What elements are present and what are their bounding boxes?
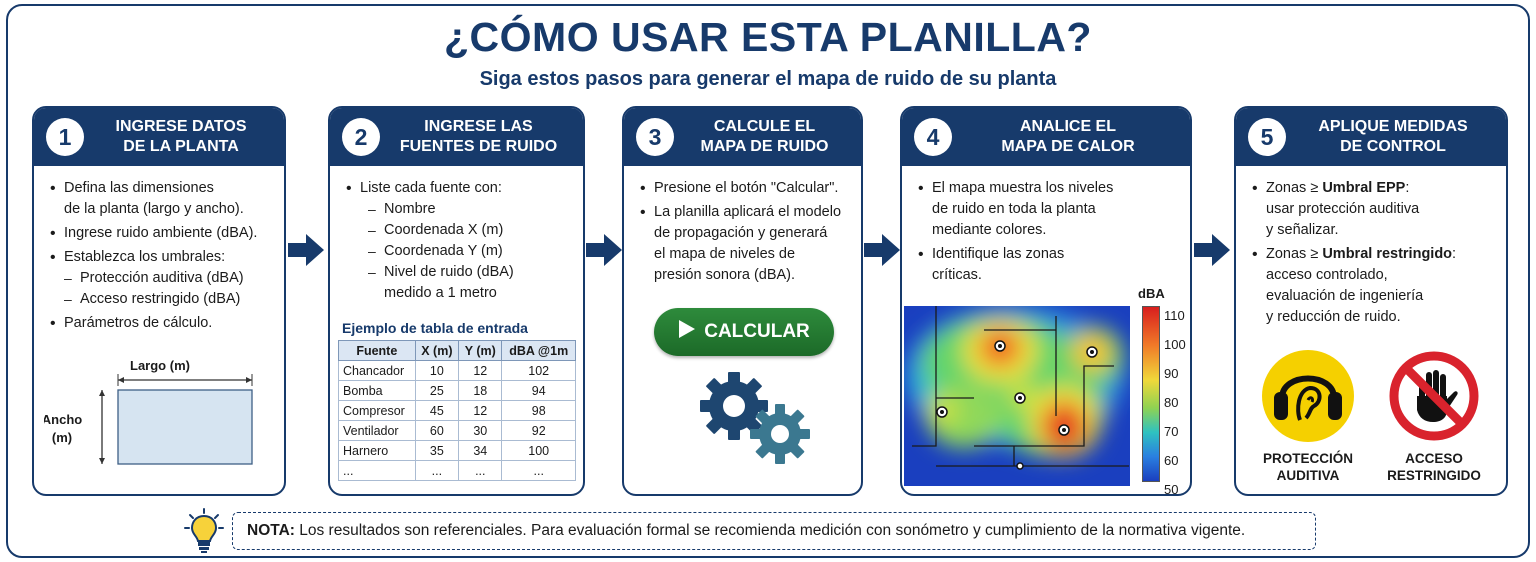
step-number: 4 bbox=[914, 118, 952, 156]
step-5-content: Zonas ≥ Umbral EPP: usar protección audi… bbox=[1250, 178, 1506, 331]
table-header: Fuente bbox=[338, 340, 416, 361]
colorbar-tick: 70 bbox=[1164, 424, 1179, 439]
arrow-right-icon bbox=[864, 234, 900, 266]
table-row: ............ bbox=[338, 460, 576, 481]
note-box: NOTA: Los resultados son referenciales. … bbox=[232, 512, 1316, 550]
hearing-protection-icon bbox=[1262, 350, 1354, 442]
arrow-right-icon bbox=[1194, 234, 1230, 266]
restricted-access-label: ACCESO RESTRINGIDO bbox=[1387, 451, 1481, 483]
bullet: Ingrese ruido ambiente (dBA). bbox=[48, 223, 282, 244]
step-number: 3 bbox=[636, 118, 674, 156]
colorbar-tick: 90 bbox=[1164, 366, 1179, 381]
plant-area-rect bbox=[117, 389, 253, 465]
colorbar-tick: 110 bbox=[1164, 308, 1185, 323]
sub-bullet: Acceso restringido (dBA) bbox=[64, 289, 282, 310]
step-5-header: 5 APLIQUE MEDIDAS DE CONTROL bbox=[1236, 108, 1506, 166]
restricted-access-icon bbox=[1388, 350, 1480, 442]
colorbar-tick: 100 bbox=[1164, 337, 1186, 352]
plant-dimension-diagram: Largo (m) Ancho (m) bbox=[44, 358, 253, 465]
table-header: Y (m) bbox=[458, 340, 503, 361]
sub-bullet: Nivel de ruido (dBA)medido a 1 metro bbox=[368, 262, 582, 304]
calculate-button[interactable]: CALCULAR bbox=[654, 308, 834, 356]
lightbulb-icon bbox=[184, 508, 224, 553]
step-number: 1 bbox=[46, 118, 84, 156]
colorbar-unit: dBA bbox=[1138, 286, 1165, 301]
infographic-frame bbox=[6, 4, 1530, 558]
play-icon bbox=[679, 320, 696, 338]
bullet: Liste cada fuente con: Nombre Coordenada… bbox=[344, 178, 582, 304]
table-row: Harnero 35 34 100 bbox=[338, 440, 576, 461]
ancho-unit: (m) bbox=[52, 430, 72, 445]
table-row: Bomba 25 18 94 bbox=[338, 380, 576, 401]
bullet: Zonas ≥ Umbral EPP: usar protección audi… bbox=[1250, 178, 1506, 241]
note-label: NOTA: bbox=[247, 522, 295, 539]
colorbar-ticks: 110 100 90 80 70 60 50 bbox=[1164, 301, 1186, 496]
step-title: CALCULE EL MAPA DE RUIDO bbox=[700, 118, 829, 155]
step-4-content: El mapa muestra los niveles de ruido en … bbox=[916, 178, 1146, 289]
colorbar-tick: 50 bbox=[1164, 482, 1179, 496]
sub-bullet: Protección auditiva (dBA) bbox=[64, 268, 282, 289]
table-row: Ventilador 60 30 92 bbox=[338, 420, 576, 441]
bullet: El mapa muestra los niveles de ruido en … bbox=[916, 178, 1146, 241]
sub-bullet: Nombre bbox=[368, 199, 582, 220]
step-number: 5 bbox=[1248, 118, 1286, 156]
table-header: X (m) bbox=[414, 340, 460, 361]
ancho-label: Ancho bbox=[44, 412, 82, 427]
step-5-card: 5 APLIQUE MEDIDAS DE CONTROL Zonas ≥ Umb… bbox=[1234, 106, 1508, 496]
bullet: Establezca los umbrales: Protección audi… bbox=[48, 247, 282, 310]
step-title: APLIQUE MEDIDAS DE CONTROL bbox=[1318, 118, 1468, 155]
colorbar-tick: 60 bbox=[1164, 453, 1179, 468]
bullet: Zonas ≥ Umbral restringido: acceso contr… bbox=[1250, 244, 1506, 328]
step-1-card: 1 INGRESE DATOS DE LA PLANTA Defina las … bbox=[32, 106, 286, 496]
bullet: Presione el botón "Calcular". bbox=[638, 178, 861, 199]
example-table-title: Ejemplo de tabla de entrada bbox=[342, 320, 528, 336]
note-text: Los resultados son referenciales. Para e… bbox=[294, 522, 1246, 539]
noise-heatmap bbox=[904, 306, 1130, 486]
table-row: Chancador 10 12 102 bbox=[338, 360, 576, 381]
step-3-header: 3 CALCULE EL MAPA DE RUIDO bbox=[624, 108, 861, 166]
step-3-content: Presione el botón "Calcular". La planill… bbox=[638, 178, 861, 289]
step-title: INGRESE LAS FUENTES DE RUIDO bbox=[399, 118, 558, 155]
largo-label: Largo (m) bbox=[130, 358, 190, 373]
page-subtitle: Siga estos pasos para generar el mapa de… bbox=[479, 68, 1057, 90]
bullet: Parámetros de cálculo. bbox=[48, 313, 282, 334]
step-2-card: 2 INGRESE LAS FUENTES DE RUIDO Liste cad… bbox=[328, 106, 585, 496]
example-input-table: Fuente X (m) Y (m) dBA @1m Chancador 10 12… bbox=[338, 340, 576, 481]
step-4-header: 4 ANALICE EL MAPA DE CALOR bbox=[902, 108, 1190, 166]
step-1-header: 1 INGRESE DATOS DE LA PLANTA bbox=[34, 108, 284, 166]
step-title: ANALICE EL MAPA DE CALOR bbox=[1001, 118, 1135, 155]
table-header: dBA @1m bbox=[501, 340, 576, 361]
step-4-card: 4 ANALICE EL MAPA DE CALOR El mapa muest… bbox=[900, 106, 1192, 496]
arrow-right-icon bbox=[288, 234, 324, 266]
bullet: Identifique las zonas críticas. bbox=[916, 244, 1146, 286]
sub-bullet: Coordenada Y (m) bbox=[368, 241, 582, 262]
page-title: ¿CÓMO USAR ESTA PLANILLA? bbox=[444, 14, 1092, 60]
step-number: 2 bbox=[342, 118, 380, 156]
colorbar-tick: 80 bbox=[1164, 395, 1179, 410]
colorbar bbox=[1142, 306, 1160, 482]
table-row: Compresor 45 12 98 bbox=[338, 400, 576, 421]
step-title: INGRESE DATOS DE LA PLANTA bbox=[115, 118, 247, 155]
step-2-header: 2 INGRESE LAS FUENTES DE RUIDO bbox=[330, 108, 583, 166]
step-3-card: 3 CALCULE EL MAPA DE RUIDO Presione el b… bbox=[622, 106, 863, 496]
step-2-content: Liste cada fuente con: Nombre Coordenada… bbox=[344, 178, 582, 307]
sub-bullet: Coordenada X (m) bbox=[368, 220, 582, 241]
gears-icon bbox=[700, 372, 810, 464]
bullet: La planilla aplicará el modelo de propag… bbox=[638, 202, 861, 286]
hearing-protection-label: PROTECCIÓN AUDITIVA bbox=[1262, 451, 1353, 483]
arrow-right-icon bbox=[586, 234, 622, 266]
